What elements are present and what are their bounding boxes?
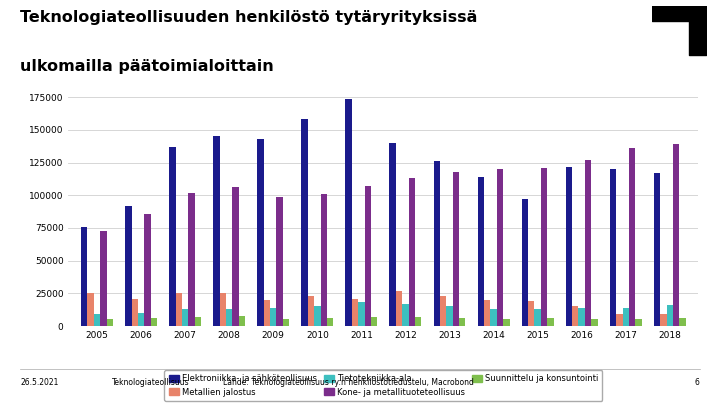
Bar: [194, 317, 201, 326]
Bar: [257, 139, 264, 326]
Bar: [276, 196, 283, 326]
Bar: [578, 308, 585, 326]
Bar: [264, 300, 270, 326]
Text: 26.5.2021: 26.5.2021: [20, 378, 58, 387]
Bar: [503, 320, 510, 326]
Bar: [415, 317, 421, 326]
Bar: [459, 318, 465, 326]
Bar: [547, 318, 554, 326]
Bar: [497, 169, 503, 326]
Bar: [610, 169, 616, 326]
Bar: [528, 301, 534, 326]
Bar: [283, 320, 289, 326]
Bar: [150, 318, 157, 326]
Bar: [667, 305, 673, 326]
Bar: [320, 194, 327, 326]
Bar: [132, 298, 138, 326]
Bar: [541, 168, 547, 326]
Bar: [440, 296, 446, 326]
Bar: [409, 178, 415, 326]
Bar: [307, 296, 314, 326]
Bar: [635, 320, 642, 326]
Bar: [534, 309, 541, 326]
Bar: [176, 293, 182, 326]
Bar: [169, 147, 176, 326]
Bar: [302, 119, 307, 326]
Bar: [477, 177, 484, 326]
Bar: [402, 304, 409, 326]
Bar: [138, 313, 144, 326]
Legend: Elektroniikka- ja sähköteollisuus, Metallien jalostus, Tietotekniikka-ala, Kone-: Elektroniikka- ja sähköteollisuus, Metal…: [164, 370, 603, 401]
Text: Teknologiateollisuuden henkilöstö tytäryrityksissä: Teknologiateollisuuden henkilöstö tytäry…: [20, 10, 477, 25]
Bar: [453, 172, 459, 326]
Bar: [327, 318, 333, 326]
Bar: [270, 308, 276, 326]
Bar: [591, 320, 598, 326]
Bar: [346, 98, 352, 326]
Bar: [87, 293, 94, 326]
Bar: [226, 309, 233, 326]
Text: 6: 6: [695, 378, 700, 387]
Bar: [213, 136, 220, 326]
Bar: [107, 320, 113, 326]
Bar: [623, 308, 629, 326]
Bar: [572, 307, 578, 326]
Bar: [125, 206, 132, 326]
Bar: [314, 307, 320, 326]
Bar: [144, 213, 150, 326]
Bar: [490, 309, 497, 326]
Bar: [680, 318, 685, 326]
Bar: [433, 161, 440, 326]
Bar: [81, 227, 87, 326]
Bar: [673, 144, 680, 326]
Bar: [220, 293, 226, 326]
Bar: [352, 298, 358, 326]
Bar: [566, 166, 572, 326]
Bar: [239, 315, 246, 326]
Bar: [446, 307, 453, 326]
Bar: [654, 173, 660, 326]
Bar: [629, 148, 635, 326]
Bar: [364, 186, 371, 326]
Text: ulkomailla päätoimialoittain: ulkomailla päätoimialoittain: [20, 59, 274, 74]
Bar: [390, 143, 396, 326]
Bar: [233, 188, 239, 326]
Text: Teknologiateollisuus: Teknologiateollisuus: [112, 378, 189, 387]
Bar: [358, 303, 364, 326]
Bar: [94, 314, 100, 326]
Bar: [371, 317, 377, 326]
Bar: [521, 199, 528, 326]
Bar: [396, 291, 402, 326]
Bar: [660, 314, 667, 326]
Bar: [585, 160, 591, 326]
Bar: [189, 193, 194, 326]
Text: Lähde: Teknologiateollisuus ry:n henkilöstötiedustelu, Macrobond: Lähde: Teknologiateollisuus ry:n henkilö…: [223, 378, 474, 387]
Bar: [182, 309, 189, 326]
Bar: [616, 314, 623, 326]
Bar: [100, 230, 107, 326]
Bar: [484, 300, 490, 326]
